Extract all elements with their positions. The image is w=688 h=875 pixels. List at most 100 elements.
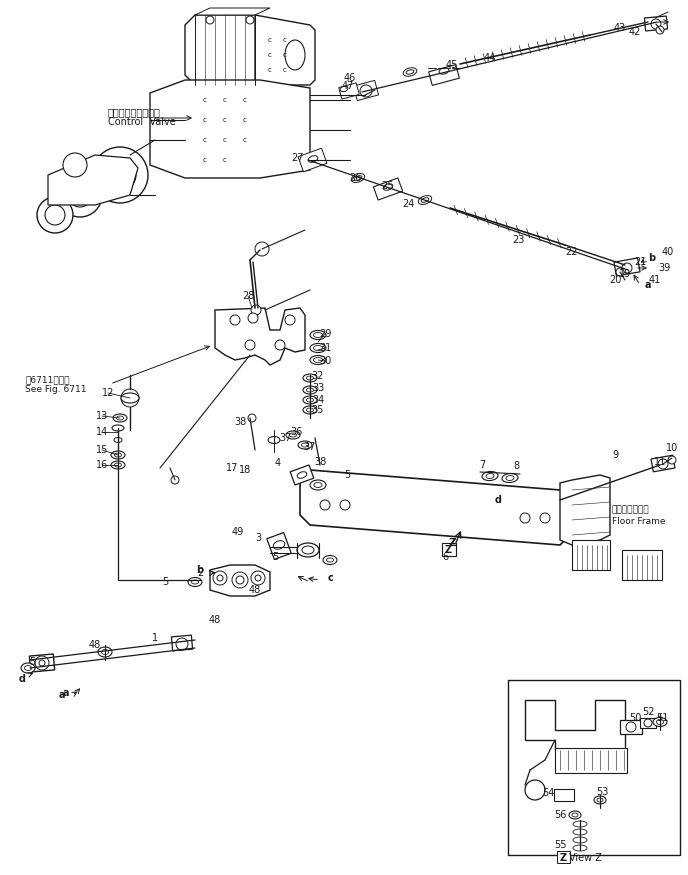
Circle shape	[206, 16, 214, 24]
Text: 5: 5	[162, 577, 168, 587]
Text: 10: 10	[666, 443, 678, 453]
Ellipse shape	[297, 543, 319, 557]
Text: 22: 22	[566, 247, 578, 257]
Text: 47: 47	[342, 81, 354, 91]
Ellipse shape	[555, 790, 569, 800]
Ellipse shape	[323, 556, 337, 564]
Polygon shape	[185, 15, 265, 85]
Text: 44: 44	[484, 53, 496, 63]
Ellipse shape	[310, 480, 326, 490]
Text: c: c	[203, 157, 207, 163]
Text: 46: 46	[344, 73, 356, 83]
Circle shape	[236, 576, 244, 584]
Ellipse shape	[102, 649, 109, 654]
Ellipse shape	[111, 461, 125, 469]
Text: 20: 20	[609, 275, 621, 285]
Circle shape	[45, 205, 65, 225]
Text: 18: 18	[239, 465, 251, 475]
Text: 4: 4	[275, 458, 281, 468]
Circle shape	[622, 263, 632, 273]
Text: c: c	[203, 117, 207, 123]
Circle shape	[39, 660, 45, 666]
Ellipse shape	[303, 396, 317, 404]
Ellipse shape	[297, 472, 307, 479]
Bar	[557, 851, 570, 863]
Ellipse shape	[191, 580, 199, 584]
Ellipse shape	[656, 719, 663, 724]
Circle shape	[63, 153, 87, 177]
Text: 50: 50	[629, 713, 641, 723]
Circle shape	[285, 315, 295, 325]
Text: 3: 3	[255, 533, 261, 543]
Polygon shape	[171, 635, 193, 651]
Text: Z: Z	[444, 545, 451, 555]
Circle shape	[656, 26, 664, 34]
Text: 12: 12	[102, 388, 114, 398]
Text: c: c	[243, 117, 247, 123]
Ellipse shape	[573, 829, 587, 835]
Ellipse shape	[98, 647, 112, 657]
Ellipse shape	[273, 541, 285, 550]
Polygon shape	[215, 308, 305, 365]
Text: b: b	[197, 565, 204, 575]
Text: c: c	[223, 117, 227, 123]
Ellipse shape	[486, 473, 494, 479]
Text: Floor Frame: Floor Frame	[612, 517, 665, 527]
Ellipse shape	[594, 796, 606, 804]
Ellipse shape	[114, 453, 122, 457]
Text: c: c	[283, 67, 287, 73]
Circle shape	[251, 305, 261, 315]
Text: 14: 14	[96, 427, 108, 437]
Ellipse shape	[327, 558, 334, 562]
Text: 39: 39	[658, 263, 670, 273]
Circle shape	[245, 340, 255, 350]
Ellipse shape	[383, 184, 393, 190]
Ellipse shape	[306, 398, 314, 402]
Circle shape	[92, 147, 148, 203]
Text: 9: 9	[612, 450, 618, 460]
Ellipse shape	[418, 195, 431, 205]
Polygon shape	[210, 565, 270, 596]
Ellipse shape	[310, 344, 326, 353]
Ellipse shape	[406, 70, 414, 74]
Circle shape	[340, 500, 350, 510]
Ellipse shape	[310, 355, 326, 365]
Text: 8: 8	[513, 461, 519, 471]
Circle shape	[255, 242, 269, 256]
Text: a: a	[645, 280, 652, 290]
Ellipse shape	[314, 482, 322, 487]
Ellipse shape	[303, 406, 317, 414]
Text: b: b	[648, 253, 656, 263]
Ellipse shape	[439, 68, 449, 74]
Text: フロアフレーム: フロアフレーム	[612, 506, 649, 514]
Text: 51: 51	[656, 713, 668, 723]
Ellipse shape	[573, 845, 587, 851]
Text: 図6711図参照: 図6711図参照	[25, 375, 69, 384]
Polygon shape	[290, 465, 314, 485]
Text: 13: 13	[96, 411, 108, 421]
Ellipse shape	[569, 811, 581, 819]
Text: 35: 35	[312, 405, 324, 415]
Text: 15: 15	[96, 445, 108, 455]
Ellipse shape	[286, 431, 300, 439]
Circle shape	[320, 500, 330, 510]
Circle shape	[37, 197, 73, 233]
Text: 38: 38	[234, 417, 246, 427]
Text: 38: 38	[314, 457, 326, 467]
Ellipse shape	[113, 414, 127, 422]
Ellipse shape	[290, 433, 297, 437]
Circle shape	[246, 16, 254, 24]
Polygon shape	[195, 8, 270, 15]
Text: 31: 31	[319, 343, 331, 353]
Bar	[622, 550, 662, 580]
Ellipse shape	[302, 546, 314, 554]
Ellipse shape	[572, 813, 578, 817]
Text: 5: 5	[344, 470, 350, 480]
Ellipse shape	[502, 473, 518, 482]
Ellipse shape	[653, 718, 667, 726]
Text: c: c	[327, 573, 333, 583]
Ellipse shape	[573, 837, 587, 843]
Text: 29: 29	[319, 329, 331, 339]
Ellipse shape	[298, 441, 312, 449]
Polygon shape	[614, 258, 640, 276]
